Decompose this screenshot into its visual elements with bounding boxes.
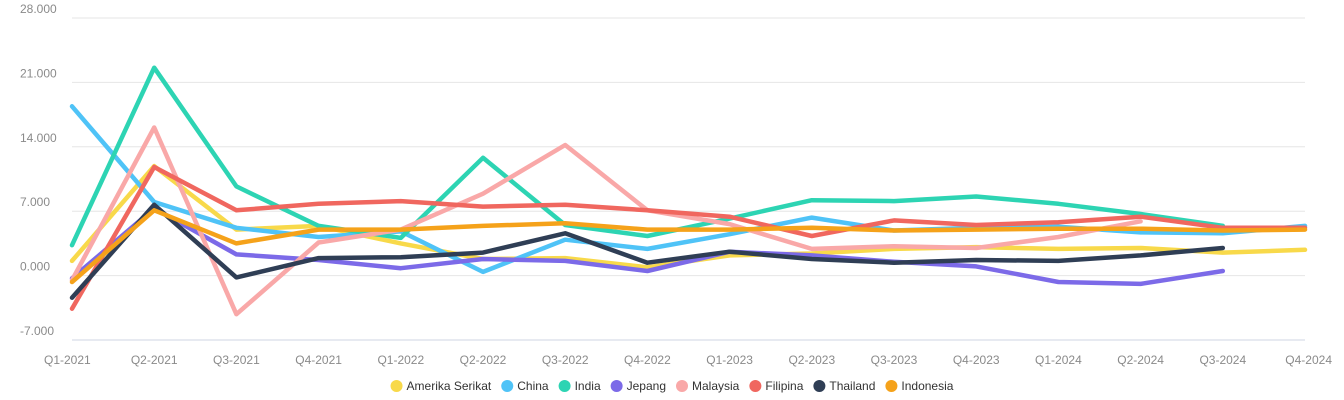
legend-item[interactable]: Amerika Serikat <box>390 379 492 393</box>
legend-marker <box>501 380 514 392</box>
legend-label: India <box>575 379 601 393</box>
series-line-6 <box>69 164 1308 311</box>
y-tick-label: 14.000 <box>20 131 57 145</box>
legend-marker <box>885 380 898 392</box>
grid <box>72 17 1305 341</box>
x-tick-label: Q3-2024 <box>1199 353 1246 367</box>
series-lines <box>69 65 1308 317</box>
legend-label: China <box>517 379 549 393</box>
x-tick-label: Q3-2021 <box>213 353 260 367</box>
x-tick-label: Q2-2024 <box>1117 353 1164 367</box>
legend-label: Malaysia <box>692 379 740 393</box>
x-axis-ticks: Q1-2021 Q2-2021 Q3-2021 Q4-2021 Q1-2022 Q2-20… <box>44 353 1332 367</box>
legend-label: Jepang <box>627 379 666 393</box>
x-tick-label: Q2-2023 <box>788 353 835 367</box>
legend-marker <box>390 380 403 392</box>
legend-item[interactable]: India <box>558 379 601 393</box>
legend-item[interactable]: Thailand <box>813 379 875 393</box>
legend-item[interactable]: Jepang <box>610 379 666 393</box>
y-tick-label: 7.000 <box>20 195 50 209</box>
x-tick-label: Q3-2023 <box>871 353 918 367</box>
legend-label: Thailand <box>829 379 875 393</box>
legend-item[interactable]: Malaysia <box>676 379 740 393</box>
x-tick-label: Q1-2024 <box>1035 353 1082 367</box>
x-tick-label: Q1-2023 <box>706 353 753 367</box>
legend-marker <box>676 380 689 392</box>
legend-item[interactable]: Filipina <box>749 379 804 393</box>
legend-label: Amerika Serikat <box>407 379 492 393</box>
legend-marker <box>749 380 762 392</box>
x-tick-label: Q4-2023 <box>953 353 1000 367</box>
x-tick-label: Q2-2021 <box>131 353 178 367</box>
x-tick-label: Q3-2022 <box>542 353 589 367</box>
x-tick-label: Q4-2022 <box>624 353 671 367</box>
y-axis-ticks: 28.000 21.000 14.000 7.000 0.000 -7.000 <box>20 2 57 338</box>
x-tick-label: Q1-2022 <box>377 353 424 367</box>
legend-item[interactable]: China <box>501 379 549 393</box>
legend-marker <box>813 380 826 392</box>
y-tick-label: 21.000 <box>20 66 57 80</box>
y-tick-label: -7.000 <box>20 324 54 338</box>
x-tick-label: Q4-2024 <box>1285 353 1332 367</box>
legend-marker <box>558 380 571 392</box>
legend: Amerika Serikat China India Jepang Malaysia F… <box>390 379 954 393</box>
series-line-3 <box>69 65 1226 248</box>
x-tick-label: Q4-2021 <box>295 353 342 367</box>
y-tick-label: 0.000 <box>20 260 50 274</box>
series-line-8 <box>69 208 1308 285</box>
y-tick-label: 28.000 <box>20 2 57 16</box>
legend-label: Filipina <box>765 379 803 393</box>
legend-item[interactable]: Indonesia <box>885 379 954 393</box>
x-tick-label: Q1-2021 <box>44 353 91 367</box>
legend-marker <box>610 380 623 392</box>
series-line-7 <box>69 202 1226 300</box>
series-line-5 <box>69 125 1143 317</box>
x-tick-label: Q2-2022 <box>460 353 507 367</box>
series-line-4 <box>69 206 1226 287</box>
legend-label: Indonesia <box>901 379 953 393</box>
